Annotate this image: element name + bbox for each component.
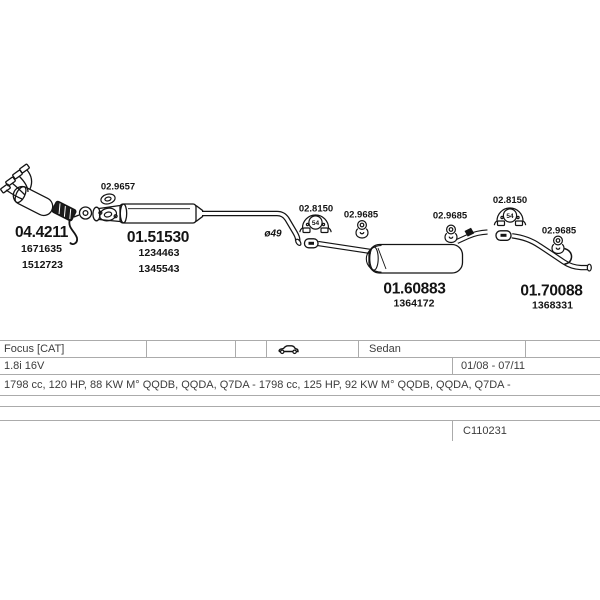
part-code-hanger-1: 02.9685 <box>344 210 379 221</box>
oe-number: 1512723 <box>22 259 63 271</box>
part-code-rear-silencer: 01.60883 <box>383 281 446 298</box>
rear-inlet-pipe <box>303 238 372 255</box>
rubber-hanger-1-icon <box>355 220 369 239</box>
oe-number: 1345543 <box>139 263 180 275</box>
part-code-clamp-rear: 02.8150 <box>493 195 527 206</box>
rear-silencer-drawing <box>365 227 488 274</box>
empty-cell <box>0 421 452 441</box>
empty-cell <box>525 341 600 357</box>
clamp-size-label: 54 <box>506 213 514 220</box>
table-row: Focus [CAT] Sedan <box>0 341 600 358</box>
engine-cell: 1.8i 16V <box>4 360 45 372</box>
converter-body <box>12 185 54 217</box>
part-code-hanger-2: 02.9685 <box>433 211 468 222</box>
part-code-hanger-3: 02.9685 <box>542 226 577 237</box>
part-code-catalytic-converter: 04.4211 <box>15 224 69 241</box>
pipe-diameter-label: ø49 <box>264 229 282 240</box>
table-row: 1798 cc, 120 HP, 88 KW M° QQDB, QQDA, Q7… <box>0 375 600 396</box>
part-code-tail-pipe: 01.70088 <box>520 283 583 300</box>
body-type-cell: Sedan <box>358 341 525 357</box>
manifold-flanges <box>0 163 33 200</box>
empty-cell <box>235 341 266 357</box>
catalogue-code-cell: C110231 <box>452 421 600 441</box>
oe-number: 1368331 <box>532 300 573 312</box>
intermediate-pipe <box>202 210 302 246</box>
table-row <box>0 407 600 421</box>
model-cell: Focus [CAT] <box>4 343 65 355</box>
vehicle-spec-table: Focus [CAT] Sedan 1.8i 16V 01/08 - 07/11… <box>0 340 600 441</box>
car-icon <box>278 344 299 354</box>
empty-cell <box>0 407 600 420</box>
empty-cell <box>146 341 235 357</box>
centre-silencer-drawing <box>92 203 204 224</box>
exhaust-system-diagram: 04.4211 1671635 1512723 02.9657 01.51530… <box>0 163 592 312</box>
table-row: C110231 <box>0 421 600 441</box>
catalytic-converter-drawing <box>0 163 93 245</box>
tail-pipe-drawing <box>495 230 592 272</box>
part-code-clamp-front: 02.8150 <box>299 204 333 215</box>
oe-number: 1671635 <box>21 243 62 255</box>
empty-cell <box>0 396 600 406</box>
clamp-size-label: 54 <box>312 220 320 227</box>
part-code-gasket: 02.9657 <box>101 182 135 193</box>
table-row <box>0 396 600 407</box>
flex-pipe <box>51 200 77 222</box>
rubber-hanger-3-icon <box>551 235 565 255</box>
engine-specs-cell: 1798 cc, 120 HP, 88 KW M° QQDB, QQDA, Q7… <box>4 379 511 391</box>
table-row: 1.8i 16V 01/08 - 07/11 <box>0 358 600 375</box>
body-icon-cell <box>266 341 358 357</box>
oe-number: 1234463 <box>139 247 180 259</box>
part-code-centre-silencer: 01.51530 <box>127 229 189 246</box>
oe-number: 1364172 <box>394 298 435 310</box>
period-cell: 01/08 - 07/11 <box>452 358 600 374</box>
rubber-hanger-2-icon <box>444 224 458 244</box>
